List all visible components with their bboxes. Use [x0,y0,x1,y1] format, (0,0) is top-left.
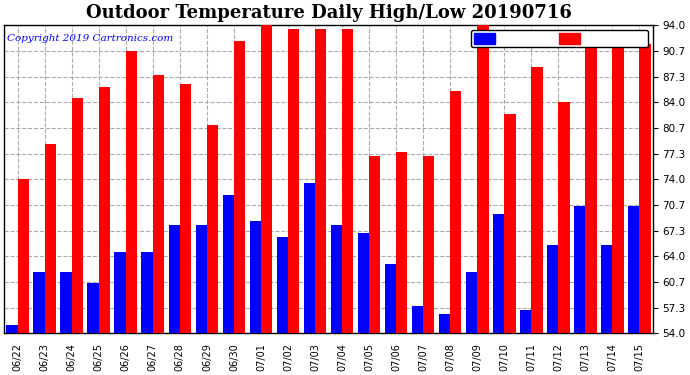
Bar [45,144,56,375]
Bar [412,306,423,375]
Bar [180,84,191,375]
Bar [585,44,597,375]
Bar [250,222,261,375]
Bar [450,90,462,375]
Bar [439,314,450,375]
Bar [342,29,353,375]
Bar [195,225,207,375]
Bar [601,244,612,375]
Bar [277,237,288,375]
Bar [115,252,126,375]
Bar [168,225,180,375]
Bar [315,29,326,375]
Bar [304,183,315,375]
Legend: Low  (°F), High  (°F): Low (°F), High (°F) [471,30,648,47]
Bar [6,326,18,375]
Bar [331,225,342,375]
Bar [207,125,218,375]
Bar [531,68,542,375]
Bar [558,102,570,375]
Bar [152,75,164,375]
Bar [612,44,624,375]
Bar [61,272,72,375]
Text: Copyright 2019 Cartronics.com: Copyright 2019 Cartronics.com [8,34,174,44]
Bar [88,283,99,375]
Bar [261,25,273,375]
Bar [72,98,83,375]
Bar [234,40,245,375]
Bar [126,51,137,375]
Bar [547,244,558,375]
Bar [385,264,396,375]
Bar [33,272,45,375]
Bar [141,252,152,375]
Bar [357,233,369,375]
Bar [640,44,651,375]
Bar [628,206,640,375]
Bar [423,156,435,375]
Bar [574,206,585,375]
Bar [504,114,515,375]
Bar [466,272,477,375]
Bar [396,152,407,375]
Bar [99,87,110,375]
Bar [520,310,531,375]
Bar [288,29,299,375]
Bar [477,25,489,375]
Bar [18,179,29,375]
Bar [493,214,504,375]
Title: Outdoor Temperature Daily High/Low 20190716: Outdoor Temperature Daily High/Low 20190… [86,4,571,22]
Bar [369,156,380,375]
Bar [223,195,234,375]
